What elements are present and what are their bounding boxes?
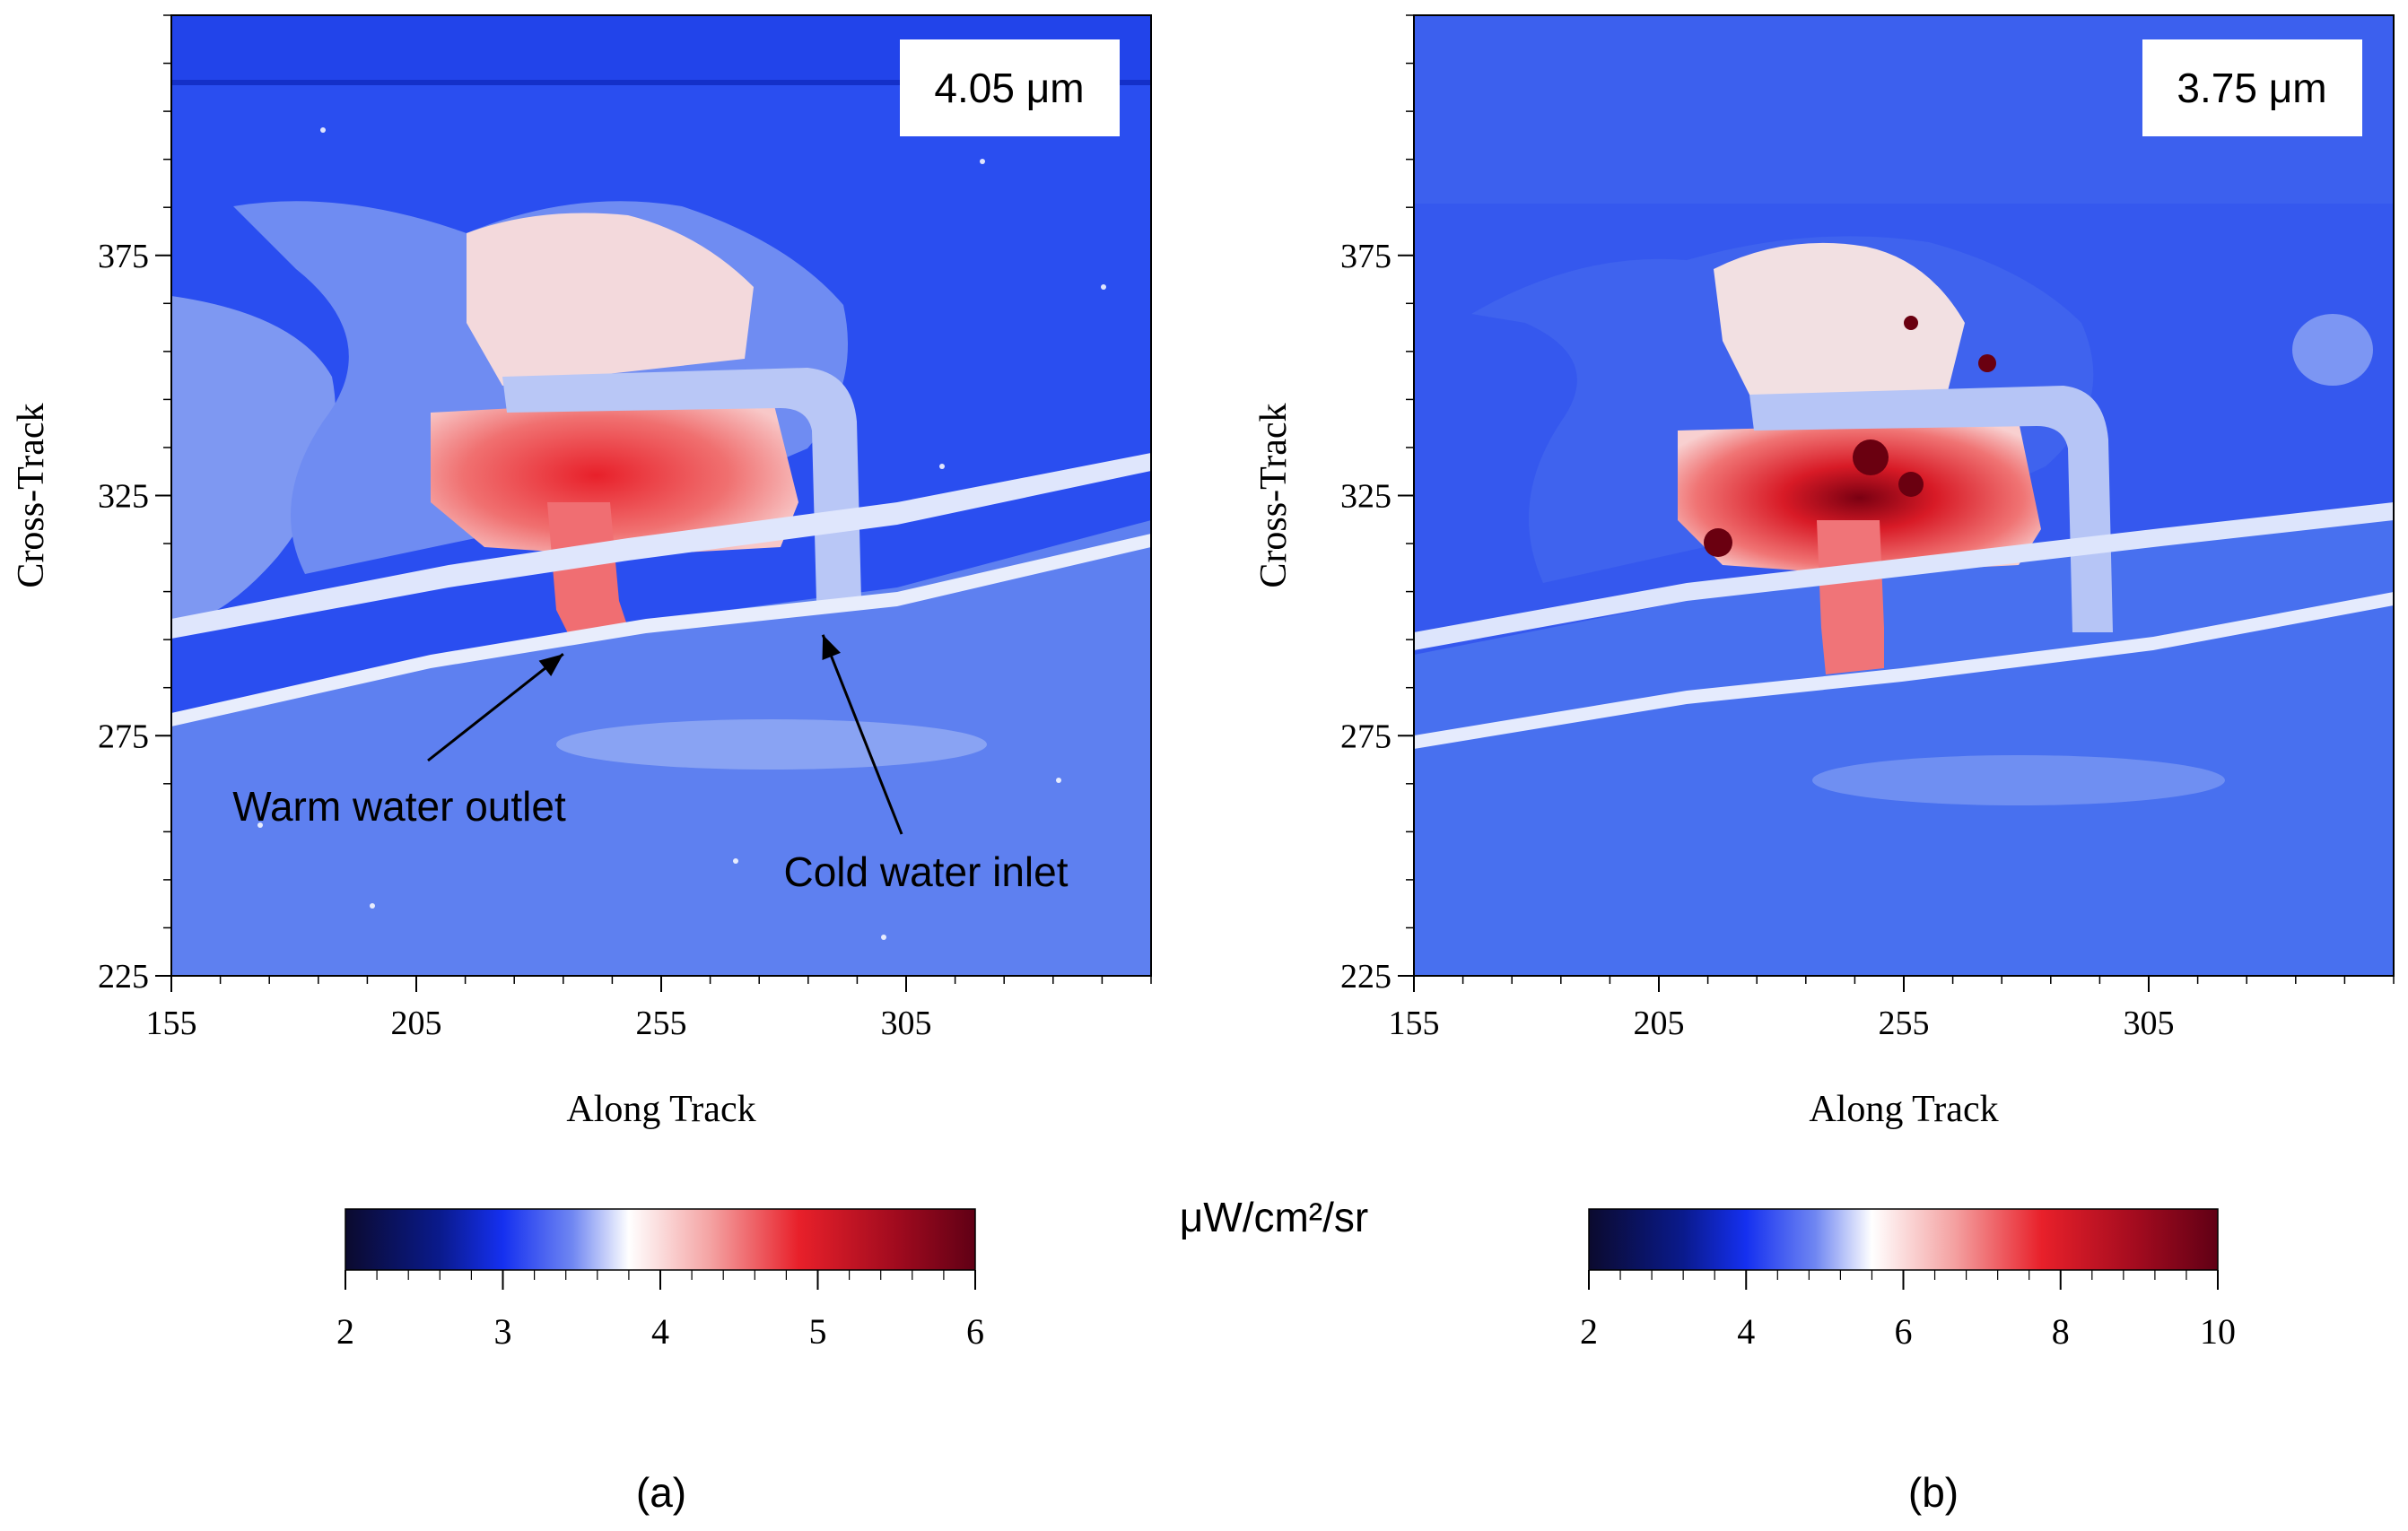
x-tick-label: 155 [146, 1005, 197, 1042]
colorbar-tick-label: 6 [1895, 1311, 1913, 1352]
annotation-arrowhead [538, 654, 563, 676]
colorbar-tick-label: 4 [1737, 1311, 1755, 1352]
overlay-panel-b: 155 205 255 305 225 275 325 375 Along Track Cross… [1253, 14, 2395, 1516]
x-axis-label: Along Track [1809, 1089, 1998, 1130]
y-tick-label: 275 [1340, 718, 1392, 755]
colorbar-tick-label: 2 [1580, 1311, 1598, 1352]
colorbar-tick-label: 5 [809, 1311, 827, 1352]
colorbar-tick-label: 8 [2052, 1311, 2070, 1352]
y-tick-label: 375 [1340, 238, 1392, 275]
x-tick-label: 305 [2124, 1005, 2175, 1042]
colorbar-tick-label: 4 [651, 1311, 669, 1352]
annotation-label: Warm water outlet [232, 783, 566, 830]
y-tick-label: 325 [1340, 478, 1392, 516]
panel-label: (a) [636, 1469, 686, 1516]
wavelength-box [900, 39, 1120, 136]
colorbar-tick-label: 3 [494, 1311, 512, 1352]
y-tick-label: 275 [98, 718, 149, 755]
heatmap-image-b [1414, 15, 2394, 976]
x-tick-label: 205 [391, 1005, 442, 1042]
wavelength-label: 3.75 μm [2177, 65, 2326, 111]
heatmap-image-a [171, 15, 1151, 976]
y-axis-label: Cross-Track [11, 403, 52, 587]
colorbar-b [1588, 1208, 2219, 1271]
panel-label: (b) [1908, 1469, 1959, 1516]
x-tick-label: 155 [1389, 1005, 1440, 1042]
x-tick-label: 255 [1879, 1005, 1930, 1042]
annotation-arrowhead [822, 634, 841, 661]
colorbar-b-ticks: 2 4 6 8 10 [1580, 1270, 2236, 1352]
colorbar-tick-label: 10 [2200, 1311, 2236, 1352]
x-tick-label: 205 [1634, 1005, 1685, 1042]
colorbar-tick-label: 6 [966, 1311, 984, 1352]
x-tick-label: 255 [636, 1005, 687, 1042]
wavelength-label: 4.05 μm [934, 65, 1084, 111]
x-tick-label: 305 [881, 1005, 932, 1042]
x-axis-label: Along Track [566, 1089, 755, 1130]
y-axis-label: Cross-Track [1253, 403, 1295, 587]
y-tick-label: 325 [98, 478, 149, 516]
colorbar-tick-label: 2 [336, 1311, 354, 1352]
colorbar-a-ticks: 2 3 4 5 6 [336, 1270, 984, 1352]
y-tick-label: 375 [98, 238, 149, 275]
wavelength-box [2142, 39, 2362, 136]
annotation-arrow [427, 653, 564, 762]
colorbar-a [345, 1208, 976, 1271]
annotation-arrow [821, 634, 903, 835]
y-tick-label: 225 [1340, 958, 1392, 996]
y-tick-label: 225 [98, 958, 149, 996]
annotation-label: Cold water inlet [783, 848, 1068, 895]
units-label: μW/cm²/sr [1180, 1194, 1368, 1240]
